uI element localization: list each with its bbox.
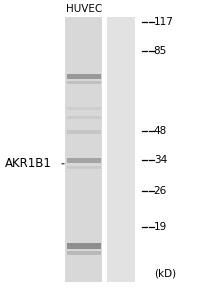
Text: (kD): (kD) [154, 269, 176, 279]
Bar [107, 16, 135, 282]
Bar [67, 166, 100, 169]
Bar [67, 74, 100, 79]
Bar [65, 16, 102, 282]
Bar [67, 158, 100, 163]
Text: HUVEC: HUVEC [66, 4, 102, 14]
Text: 26: 26 [154, 185, 167, 196]
Text: 117: 117 [154, 16, 174, 27]
Bar [67, 251, 100, 255]
Text: 34: 34 [154, 155, 167, 165]
Text: 85: 85 [154, 46, 167, 56]
Text: 48: 48 [154, 125, 167, 136]
Bar [67, 116, 100, 118]
Bar [67, 243, 100, 249]
Bar [67, 106, 100, 110]
Bar [67, 81, 100, 84]
Text: 19: 19 [154, 222, 167, 233]
Text: AKR1B1: AKR1B1 [5, 157, 52, 170]
Bar [67, 130, 100, 134]
